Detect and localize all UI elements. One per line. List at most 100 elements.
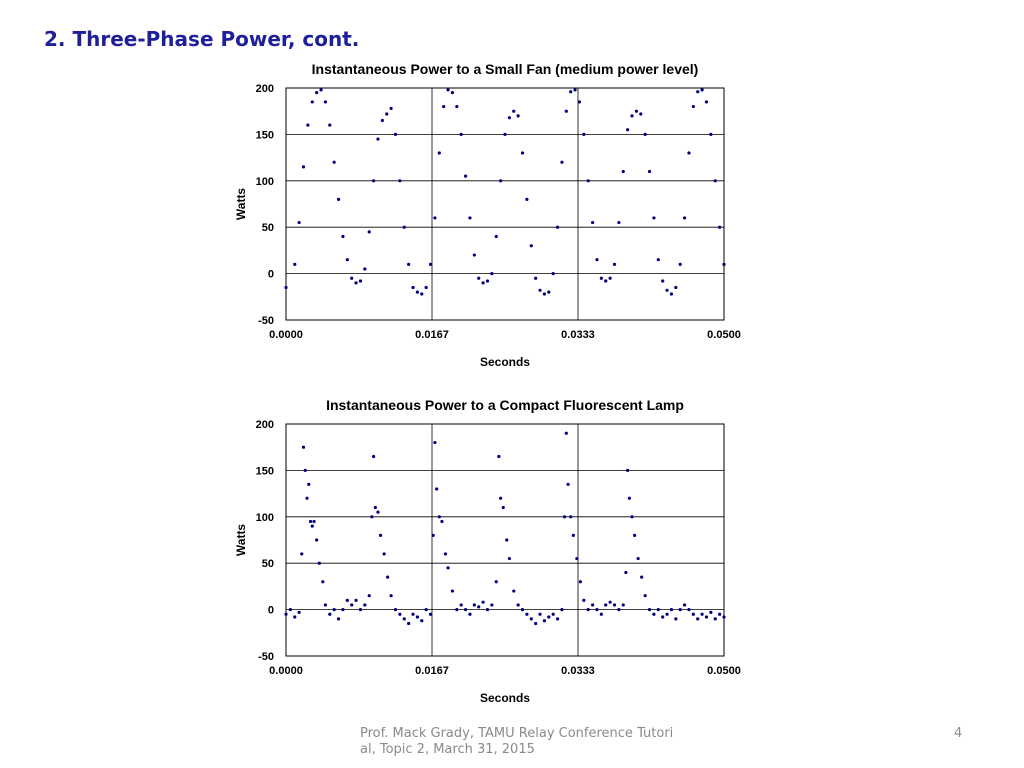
data-point bbox=[411, 612, 415, 616]
data-point bbox=[582, 598, 586, 602]
data-point bbox=[507, 556, 511, 561]
data-point bbox=[446, 566, 450, 570]
data-point bbox=[542, 292, 547, 296]
data-point bbox=[687, 151, 691, 155]
data-point bbox=[300, 552, 304, 556]
data-point bbox=[345, 258, 349, 262]
data-point bbox=[468, 216, 472, 220]
data-point bbox=[647, 608, 652, 612]
data-point bbox=[437, 151, 441, 155]
chart-compact-fluorescent-lamp: Instantaneous Power to a Compact Fluores… bbox=[234, 397, 741, 705]
x-tick-label: 0.0167 bbox=[415, 329, 449, 341]
data-point bbox=[534, 621, 538, 626]
data-point bbox=[643, 594, 647, 598]
data-point bbox=[497, 454, 501, 459]
data-point bbox=[555, 225, 560, 229]
data-point bbox=[503, 132, 507, 136]
data-point bbox=[315, 91, 319, 95]
data-point bbox=[591, 220, 595, 225]
data-point bbox=[382, 552, 386, 556]
data-point bbox=[547, 615, 551, 619]
data-point bbox=[516, 114, 520, 118]
data-point bbox=[665, 612, 669, 616]
data-point bbox=[578, 580, 582, 584]
data-point bbox=[571, 533, 575, 537]
data-point bbox=[485, 608, 490, 612]
data-point bbox=[446, 88, 450, 92]
data-point bbox=[621, 169, 625, 174]
data-point bbox=[682, 603, 687, 607]
data-point bbox=[481, 281, 485, 285]
y-tick-label: 100 bbox=[256, 512, 274, 524]
chart-small-fan: Instantaneous Power to a Small Fan (medi… bbox=[234, 61, 741, 369]
data-point bbox=[591, 603, 595, 607]
plot-area bbox=[285, 87, 725, 321]
data-point bbox=[564, 431, 568, 435]
data-point bbox=[704, 100, 709, 104]
data-point bbox=[534, 276, 538, 280]
data-point bbox=[385, 112, 389, 116]
data-point bbox=[678, 608, 682, 612]
data-point bbox=[443, 552, 448, 556]
data-point bbox=[551, 272, 555, 276]
data-point bbox=[562, 515, 567, 519]
data-point bbox=[367, 230, 371, 234]
data-point bbox=[507, 116, 511, 120]
data-point bbox=[363, 603, 367, 607]
data-point bbox=[336, 197, 341, 201]
slide-title: 2. Three-Phase Power, cont. bbox=[44, 27, 360, 51]
data-point bbox=[415, 615, 419, 619]
data-point bbox=[586, 179, 590, 183]
data-point bbox=[612, 262, 617, 266]
data-point bbox=[341, 234, 345, 239]
data-point bbox=[501, 505, 505, 510]
x-tick-label: 0.0000 bbox=[269, 329, 303, 341]
data-point bbox=[499, 496, 503, 500]
data-point bbox=[297, 610, 301, 614]
data-point bbox=[669, 292, 674, 296]
data-point bbox=[428, 262, 433, 266]
data-point bbox=[376, 137, 380, 141]
data-point bbox=[709, 610, 713, 614]
data-point bbox=[293, 615, 297, 619]
data-point bbox=[604, 279, 608, 283]
data-point bbox=[656, 258, 660, 262]
data-point bbox=[315, 538, 319, 542]
data-point bbox=[525, 612, 529, 616]
data-point bbox=[307, 482, 311, 486]
data-point bbox=[626, 468, 630, 472]
data-point bbox=[633, 533, 637, 537]
data-point bbox=[682, 216, 687, 220]
data-point bbox=[569, 90, 573, 94]
data-point bbox=[305, 496, 309, 500]
y-tick-label: -50 bbox=[258, 315, 274, 327]
data-point bbox=[455, 104, 459, 109]
data-point bbox=[435, 487, 439, 491]
data-point bbox=[389, 594, 393, 598]
data-point bbox=[542, 619, 547, 623]
data-point bbox=[626, 128, 630, 132]
data-point bbox=[573, 88, 577, 92]
x-axis-label: Seconds bbox=[480, 691, 530, 705]
data-point bbox=[630, 114, 634, 118]
data-point bbox=[639, 112, 643, 116]
x-axis-label: Seconds bbox=[480, 355, 530, 369]
data-point bbox=[617, 608, 621, 612]
data-point bbox=[440, 519, 444, 524]
data-point bbox=[393, 608, 398, 612]
data-point bbox=[718, 612, 722, 616]
data-point bbox=[402, 617, 406, 621]
data-point bbox=[566, 482, 570, 486]
data-point bbox=[700, 612, 704, 616]
data-point bbox=[477, 605, 481, 609]
footer-text: Prof. Mack Grady, TAMU Relay Conference … bbox=[360, 726, 674, 757]
data-point bbox=[608, 276, 612, 280]
x-tick-label: 0.0167 bbox=[415, 665, 449, 677]
data-point bbox=[363, 267, 367, 271]
data-point bbox=[722, 262, 726, 266]
chart-title: Instantaneous Power to a Compact Fluores… bbox=[326, 397, 684, 413]
data-point bbox=[630, 515, 634, 519]
data-point bbox=[354, 598, 358, 602]
data-point bbox=[306, 123, 310, 127]
data-point bbox=[696, 617, 700, 621]
